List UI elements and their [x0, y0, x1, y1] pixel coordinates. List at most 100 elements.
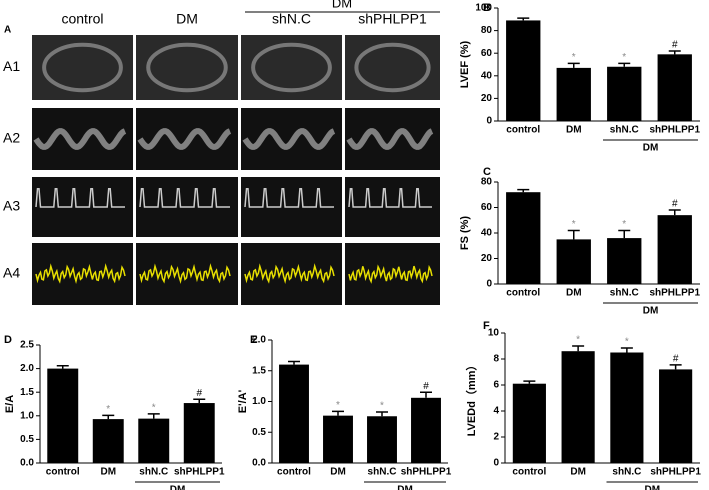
- trace: [35, 188, 125, 208]
- bar: [367, 416, 397, 463]
- bar: [607, 66, 642, 121]
- bar: [183, 403, 215, 463]
- heart-shape: [251, 42, 332, 93]
- y-axis-label: LVEDd（mm）: [465, 360, 478, 437]
- significance-mark: *: [625, 337, 629, 348]
- significance-mark: #: [196, 388, 202, 399]
- y-tick-label: 60: [481, 202, 493, 213]
- trace: [348, 188, 432, 208]
- significance-mark: *: [336, 400, 340, 411]
- y-tick-label: 2: [493, 432, 499, 443]
- error-bar: [618, 62, 631, 67]
- error-bar: [567, 62, 580, 68]
- x-tick-label: shPHLPP1: [649, 288, 700, 299]
- x-tick-label: shPHLPP1: [649, 125, 700, 136]
- bar: [659, 369, 693, 463]
- error-bar: [668, 209, 681, 216]
- row-label: A2: [3, 130, 20, 146]
- x-tick-label: control: [277, 467, 311, 478]
- group-label: DM: [643, 306, 659, 317]
- y-tick-label: 1.5: [20, 387, 34, 398]
- bar: [47, 368, 79, 463]
- y-axis-label: E/A: [4, 395, 16, 413]
- y-tick-label: 40: [481, 228, 493, 239]
- y-tick-label: 20: [481, 93, 493, 104]
- bar: [607, 238, 642, 284]
- y-tick-label: 10: [488, 328, 500, 339]
- trace: [33, 128, 127, 150]
- significance-mark: *: [576, 335, 580, 346]
- x-tick-label: shN.C: [612, 467, 641, 478]
- y-tick-label: 2.5: [20, 340, 34, 351]
- significance-mark: #: [673, 353, 679, 364]
- x-tick-label: control: [506, 288, 540, 299]
- error-bar: [668, 50, 681, 55]
- bar: [610, 352, 644, 463]
- y-tick-label: 1.0: [252, 396, 266, 407]
- y-tick-label: 1.5: [252, 365, 266, 376]
- group-label: DM: [170, 485, 186, 490]
- x-tick-label: shN.C: [610, 125, 639, 136]
- x-tick-label: shPHLPP1: [401, 467, 452, 478]
- heart-shape: [354, 42, 431, 93]
- x-tick-label: control: [512, 467, 546, 478]
- panel-letter: F: [483, 320, 490, 332]
- bar: [512, 383, 546, 463]
- y-tick-label: 2.0: [20, 363, 34, 374]
- heart-shape: [42, 42, 123, 93]
- error-bar: [332, 410, 344, 416]
- x-tick-label: shN.C: [139, 467, 168, 478]
- x-tick-label: shN.C: [610, 288, 639, 299]
- error-bar: [288, 360, 300, 365]
- error-bar: [147, 413, 160, 419]
- bar: [411, 397, 441, 463]
- x-tick-label: DM: [566, 288, 582, 299]
- error-bar: [420, 391, 432, 398]
- trace: [137, 128, 232, 150]
- y-tick-label: 100: [475, 3, 492, 14]
- trace: [35, 263, 126, 285]
- panel-letter: E: [250, 334, 257, 346]
- significance-mark: *: [572, 219, 576, 230]
- bar: [657, 215, 692, 284]
- y-tick-label: 80: [481, 25, 493, 36]
- bar: [556, 239, 591, 284]
- y-tick-label: 1.0: [20, 410, 34, 421]
- trace: [242, 128, 336, 150]
- error-bar: [567, 229, 580, 240]
- trace: [139, 188, 230, 208]
- y-tick-label: 4: [493, 406, 499, 417]
- y-tick-label: 0: [486, 116, 492, 127]
- error-bar: [102, 414, 115, 420]
- column-label: shN.C: [272, 11, 311, 27]
- y-tick-label: 0: [493, 458, 499, 469]
- y-tick-label: 60: [481, 48, 493, 59]
- group-label: DM: [397, 485, 413, 490]
- significance-mark: *: [622, 219, 626, 230]
- row-label: A3: [3, 198, 20, 214]
- bar: [657, 54, 692, 121]
- trace: [348, 264, 433, 284]
- x-tick-label: DM: [100, 467, 116, 478]
- y-tick-label: 0.5: [20, 434, 34, 445]
- y-tick-label: 40: [481, 70, 493, 81]
- error-bar: [523, 380, 536, 384]
- x-tick-label: control: [506, 125, 540, 136]
- significance-mark: #: [672, 40, 678, 51]
- trace: [346, 128, 434, 150]
- bar: [506, 192, 541, 284]
- significance-mark: #: [672, 199, 678, 210]
- error-bar: [618, 229, 631, 239]
- error-bar: [620, 347, 633, 353]
- significance-mark: *: [152, 403, 156, 414]
- significance-mark: *: [572, 52, 576, 63]
- panel-letter: A: [4, 25, 11, 36]
- row-label: A1: [3, 58, 20, 74]
- error-bar: [669, 364, 682, 370]
- y-tick-label: 6: [493, 380, 499, 391]
- y-tick-label: 0.0: [252, 458, 266, 469]
- trace: [244, 263, 335, 285]
- group-label: DM: [644, 485, 660, 490]
- group-label: DM: [332, 0, 352, 10]
